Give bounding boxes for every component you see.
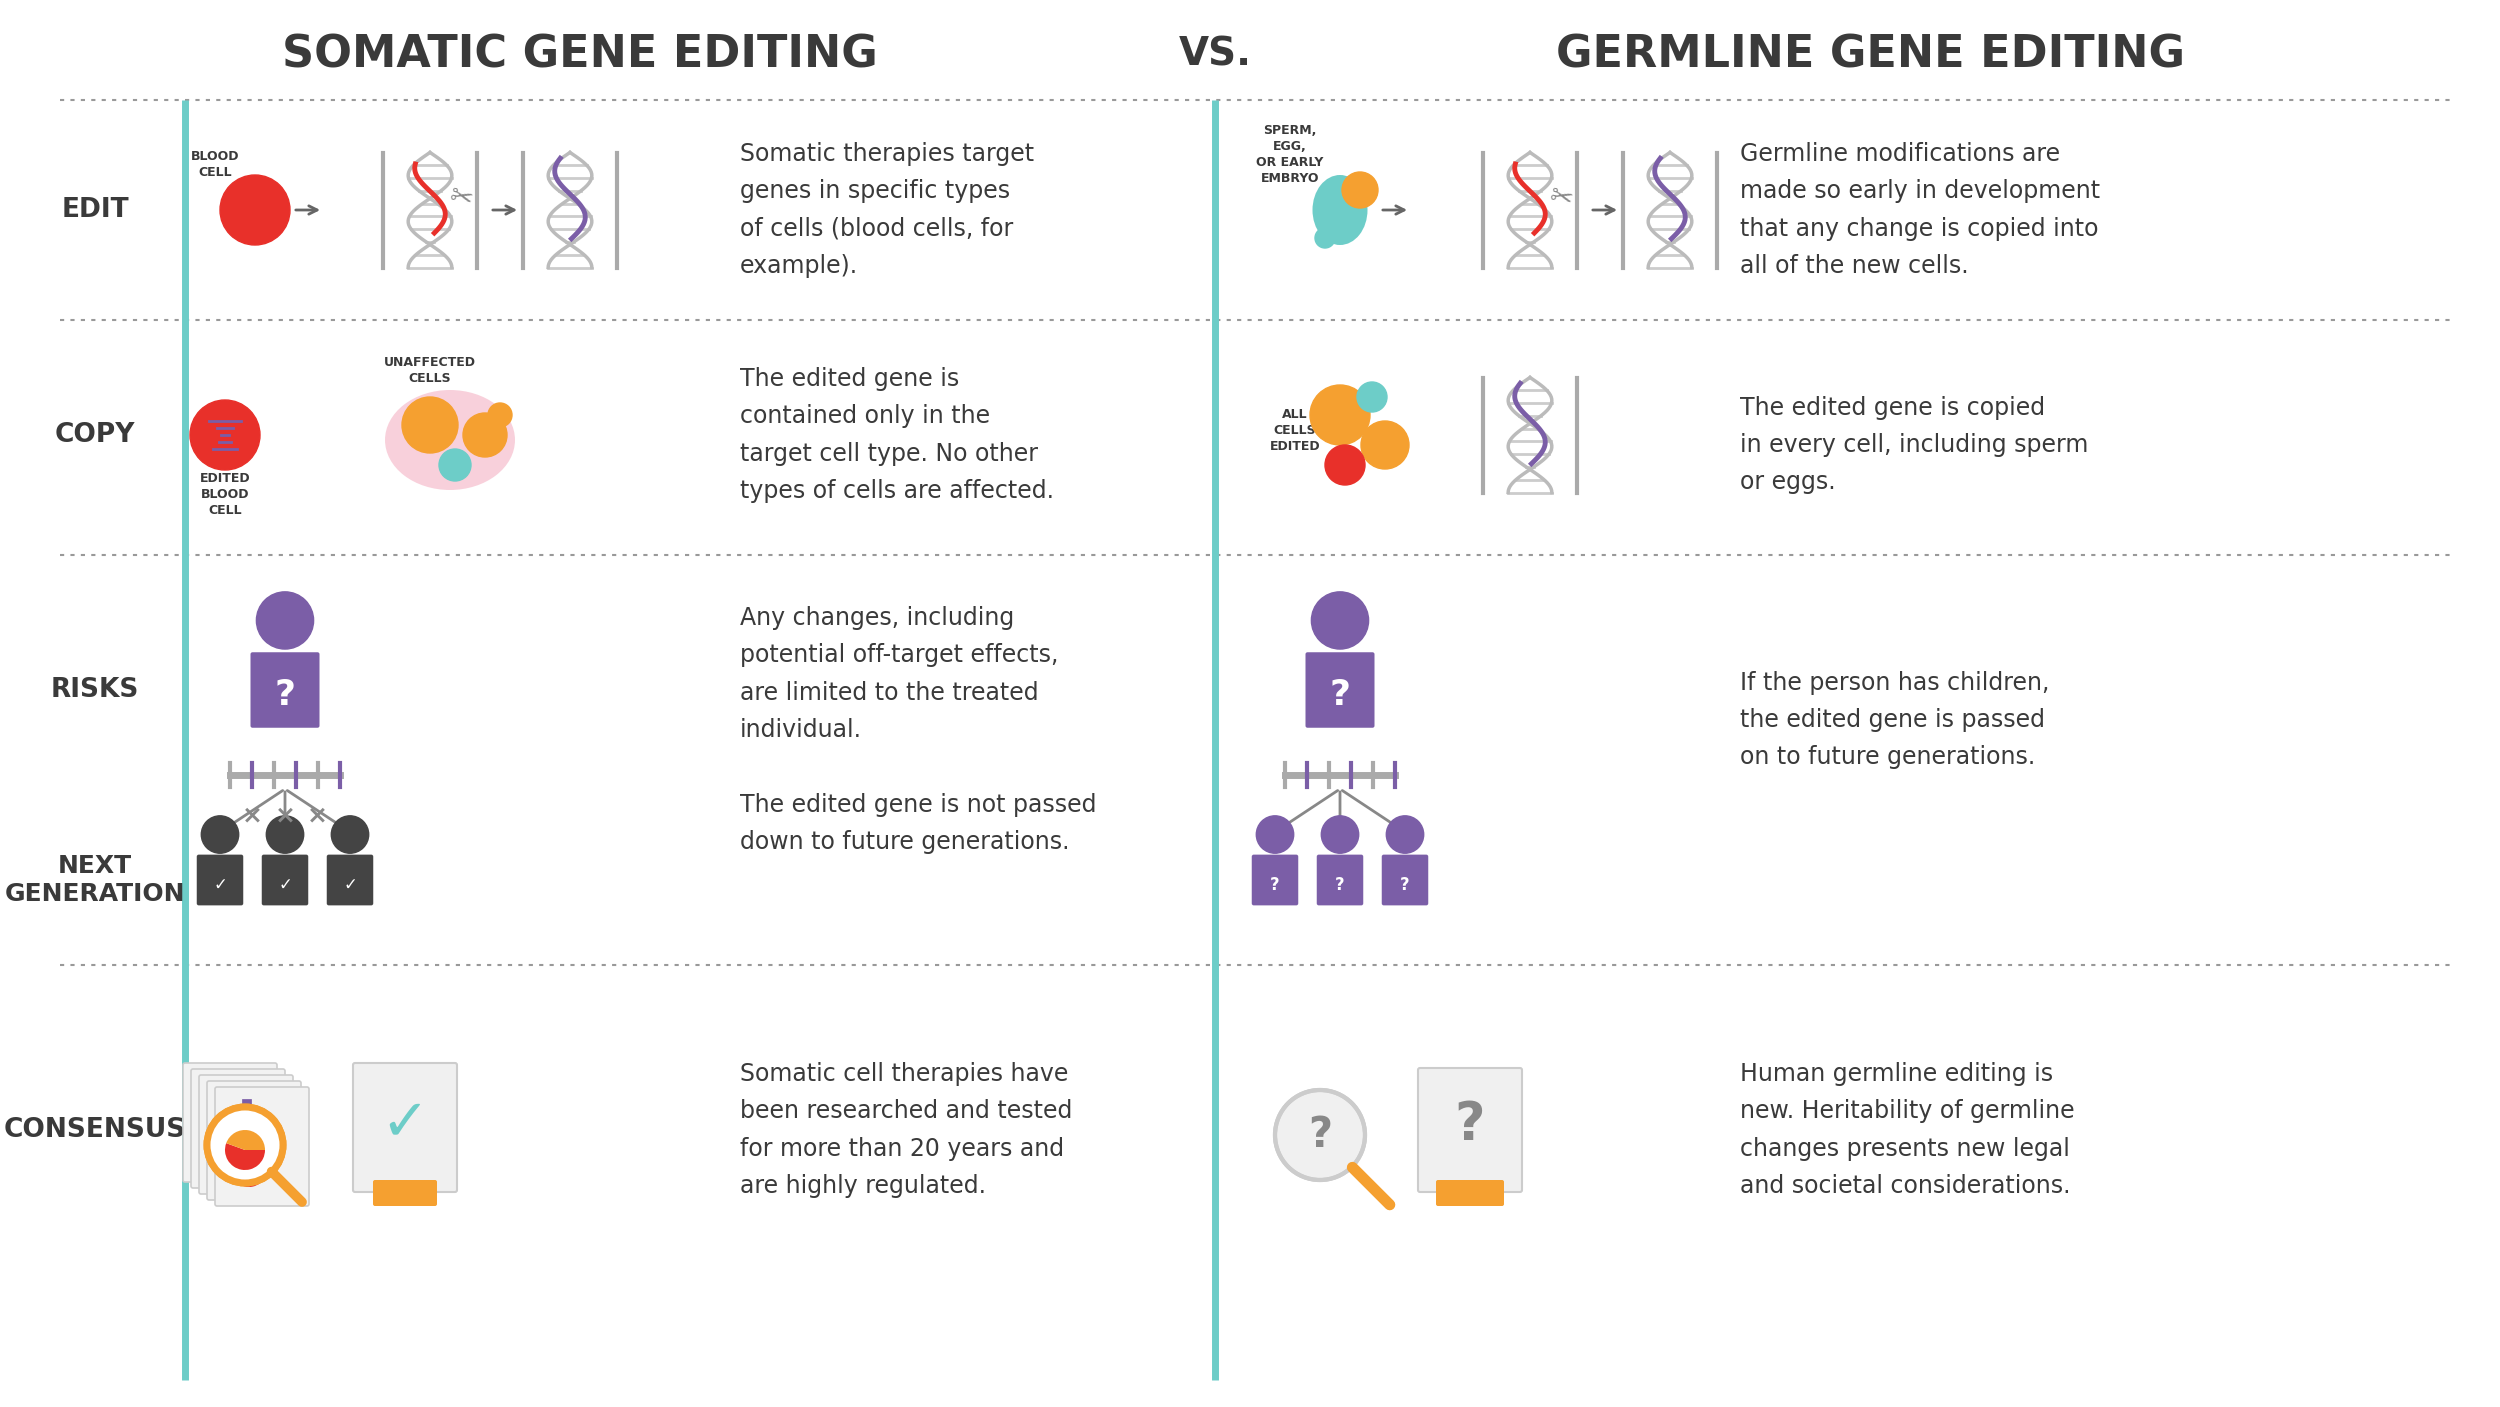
Text: GERMLINE GENE EDITING: GERMLINE GENE EDITING (1555, 34, 2185, 76)
Text: ✓: ✓ (278, 877, 292, 893)
Circle shape (202, 816, 238, 853)
Text: Somatic therapies target
genes in specific types
of cells (blood cells, for
exam: Somatic therapies target genes in specif… (740, 142, 1035, 279)
Circle shape (440, 449, 470, 481)
Text: ?: ? (1270, 877, 1280, 893)
Text: UNAFFECTED
CELLS: UNAFFECTED CELLS (385, 356, 475, 384)
Circle shape (258, 592, 312, 649)
Circle shape (488, 402, 512, 426)
Text: ×: × (275, 803, 295, 827)
Text: ?: ? (1455, 1099, 1485, 1151)
FancyBboxPatch shape (352, 1064, 458, 1192)
FancyBboxPatch shape (198, 854, 242, 905)
Circle shape (1310, 386, 1370, 445)
FancyBboxPatch shape (200, 1075, 292, 1195)
FancyBboxPatch shape (328, 854, 372, 905)
Circle shape (1358, 381, 1388, 412)
Circle shape (1388, 816, 1422, 853)
Circle shape (1312, 592, 1368, 649)
Text: Germline modifications are
made so early in development
that any change is copie: Germline modifications are made so early… (1740, 142, 2100, 279)
Circle shape (208, 1107, 282, 1183)
Wedge shape (232, 1151, 268, 1169)
Text: ✂: ✂ (448, 182, 475, 215)
Wedge shape (225, 1130, 265, 1150)
Wedge shape (225, 1142, 265, 1171)
Circle shape (268, 816, 302, 853)
Text: CONSENSUS: CONSENSUS (5, 1117, 185, 1142)
Text: ?: ? (275, 678, 295, 712)
Circle shape (462, 414, 508, 457)
FancyBboxPatch shape (1318, 854, 1362, 905)
Text: ?: ? (1400, 877, 1410, 893)
FancyBboxPatch shape (215, 1088, 310, 1206)
Text: EDIT: EDIT (60, 197, 130, 222)
Text: ✂: ✂ (1548, 182, 1575, 215)
Circle shape (1342, 172, 1378, 208)
Text: VS.: VS. (1178, 37, 1252, 75)
Circle shape (208, 1107, 282, 1183)
FancyBboxPatch shape (208, 1081, 300, 1200)
Circle shape (1275, 1090, 1365, 1180)
FancyBboxPatch shape (1435, 1180, 1505, 1206)
Text: EDITED
BLOOD
CELL: EDITED BLOOD CELL (200, 473, 250, 518)
Text: ✓: ✓ (213, 877, 228, 893)
Text: SPERM,
EGG,
OR EARLY
EMBRYO: SPERM, EGG, OR EARLY EMBRYO (1258, 124, 1322, 186)
Text: Any changes, including
potential off-target effects,
are limited to the treated
: Any changes, including potential off-tar… (740, 606, 1098, 854)
FancyBboxPatch shape (1305, 653, 1375, 727)
Ellipse shape (1312, 174, 1368, 245)
Text: NEXT
GENERATION: NEXT GENERATION (5, 854, 185, 906)
Text: If the person has children,
the edited gene is passed
on to future generations.: If the person has children, the edited g… (1740, 671, 2050, 770)
FancyBboxPatch shape (182, 1064, 278, 1182)
Circle shape (1360, 421, 1410, 469)
Circle shape (1315, 228, 1335, 248)
Circle shape (332, 816, 367, 853)
Text: SOMATIC GENE EDITING: SOMATIC GENE EDITING (282, 34, 878, 76)
Text: ✓: ✓ (342, 877, 357, 893)
FancyBboxPatch shape (250, 653, 320, 727)
Circle shape (1258, 816, 1292, 853)
Text: BLOOD
CELL: BLOOD CELL (190, 151, 240, 180)
Text: RISKS: RISKS (50, 677, 140, 704)
Ellipse shape (385, 390, 515, 490)
Circle shape (1322, 816, 1358, 853)
Text: The edited gene is copied
in every cell, including sperm
or eggs.: The edited gene is copied in every cell,… (1740, 395, 2088, 494)
Circle shape (402, 397, 458, 453)
Text: ?: ? (1308, 1114, 1332, 1157)
FancyBboxPatch shape (190, 1069, 285, 1188)
Text: ?: ? (1330, 678, 1350, 712)
Circle shape (220, 174, 290, 245)
Text: Human germline editing is
new. Heritability of germline
changes presents new leg: Human germline editing is new. Heritabil… (1740, 1062, 2075, 1197)
Text: COPY: COPY (55, 422, 135, 447)
Text: ALL
CELLS
EDITED: ALL CELLS EDITED (1270, 408, 1320, 453)
Text: ×: × (242, 803, 262, 827)
Text: The edited gene is
contained only in the
target cell type. No other
types of cel: The edited gene is contained only in the… (740, 367, 1055, 502)
Wedge shape (230, 1159, 268, 1188)
Text: ✓: ✓ (380, 1095, 430, 1151)
FancyBboxPatch shape (372, 1180, 438, 1206)
FancyBboxPatch shape (1383, 854, 1428, 905)
Text: Somatic cell therapies have
been researched and tested
for more than 20 years an: Somatic cell therapies have been researc… (740, 1062, 1072, 1197)
FancyBboxPatch shape (262, 854, 308, 905)
Circle shape (190, 400, 260, 470)
Text: ×: × (308, 803, 328, 827)
FancyBboxPatch shape (1417, 1068, 1522, 1192)
Circle shape (1325, 445, 1365, 485)
FancyBboxPatch shape (1252, 854, 1298, 905)
Text: ?: ? (1335, 877, 1345, 893)
